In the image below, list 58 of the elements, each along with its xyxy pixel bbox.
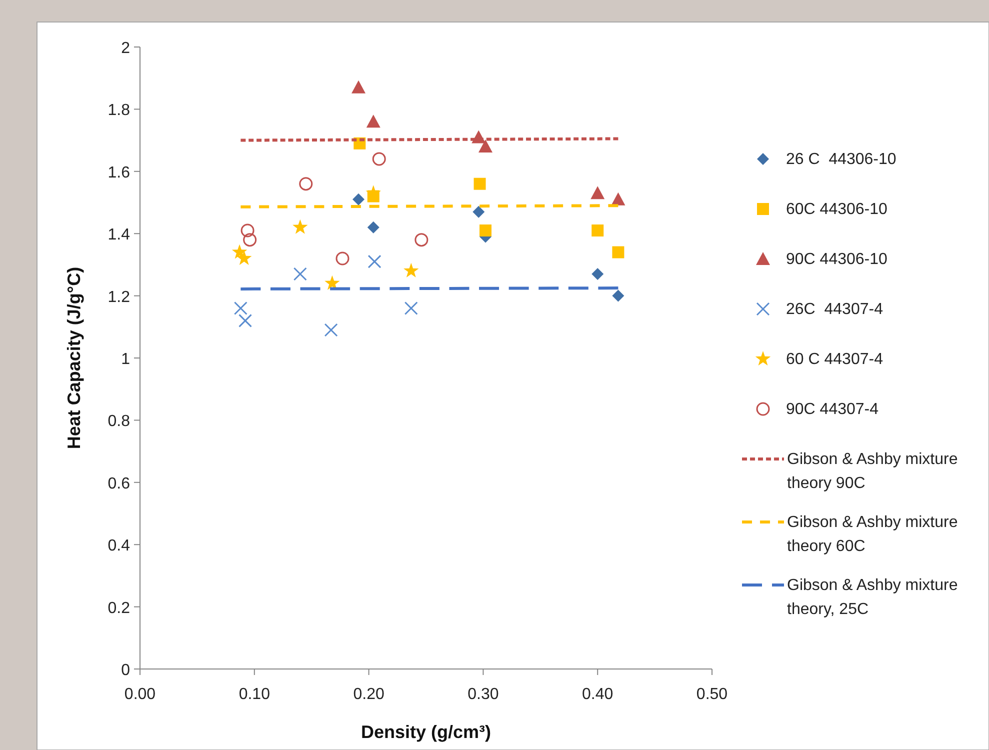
x-tick-label: 0.10: [238, 686, 270, 703]
legend-label: 60C 44306-10: [786, 201, 888, 218]
x-tick-label: 0.40: [582, 686, 614, 703]
legend-label: Gibson & Ashby mixture theory 60C: [787, 514, 958, 555]
point: [592, 268, 604, 280]
y-tick-label: 0.2: [108, 600, 130, 617]
x-axis-title: Density (g/cm³): [360, 722, 492, 742]
legend-label: Gibson & Ashby mixture theory, 25C: [787, 577, 958, 618]
point: [612, 290, 624, 302]
x-tick-label: 0.50: [696, 686, 728, 703]
point: [232, 244, 248, 259]
point: [236, 250, 252, 265]
point: [404, 301, 418, 315]
y-axis-title: Heat Capacity (J/g°C): [64, 266, 84, 450]
y-tick-label: 0: [121, 662, 130, 679]
point: [243, 233, 257, 247]
point: [240, 224, 254, 238]
y-tick-label: 0.6: [108, 475, 130, 492]
point: [324, 275, 340, 290]
point: [234, 301, 248, 315]
y-tick-label: 1.4: [108, 226, 130, 244]
point: [372, 152, 386, 166]
y-tick-label: 1.8: [108, 102, 130, 120]
point: [352, 80, 366, 94]
point: [238, 314, 252, 328]
point: [472, 206, 485, 218]
point: [293, 267, 307, 281]
y-tick-label: 0.8: [108, 413, 130, 430]
point: [336, 252, 350, 266]
point: [592, 224, 604, 236]
y-tick-label: 2: [121, 40, 130, 57]
point: [478, 140, 492, 153]
y-tick-label: 0.4: [108, 538, 130, 555]
point: [299, 177, 313, 191]
x-tick-label: 0.30: [468, 686, 499, 703]
point: [474, 178, 486, 190]
legend-label: 90C 44307-4: [786, 401, 879, 418]
point: [612, 246, 624, 258]
point: [324, 323, 338, 337]
point: [366, 114, 380, 128]
legend-label: 90C 44306-10: [786, 251, 888, 268]
legend-label: 26C 44307-4: [786, 301, 884, 318]
point: [352, 193, 365, 206]
x-tick-label: 0.00: [124, 686, 156, 703]
point: [368, 254, 382, 268]
point: [590, 186, 605, 200]
point: [292, 219, 308, 234]
point: [404, 262, 419, 278]
y-tick-label: 1: [121, 351, 130, 368]
legend-label: 26 C 44306-10: [786, 151, 896, 168]
point: [414, 233, 428, 247]
y-tick-label: 1.2: [108, 288, 130, 306]
y-tick-label: 1.6: [108, 164, 130, 182]
legend-label: 60 C 44307-4: [786, 351, 884, 368]
point: [479, 224, 492, 236]
x-tick-label: 0.20: [353, 686, 384, 703]
point: [367, 221, 380, 234]
legend-label: Gibson & Ashby mixture theory 90C: [787, 451, 958, 492]
